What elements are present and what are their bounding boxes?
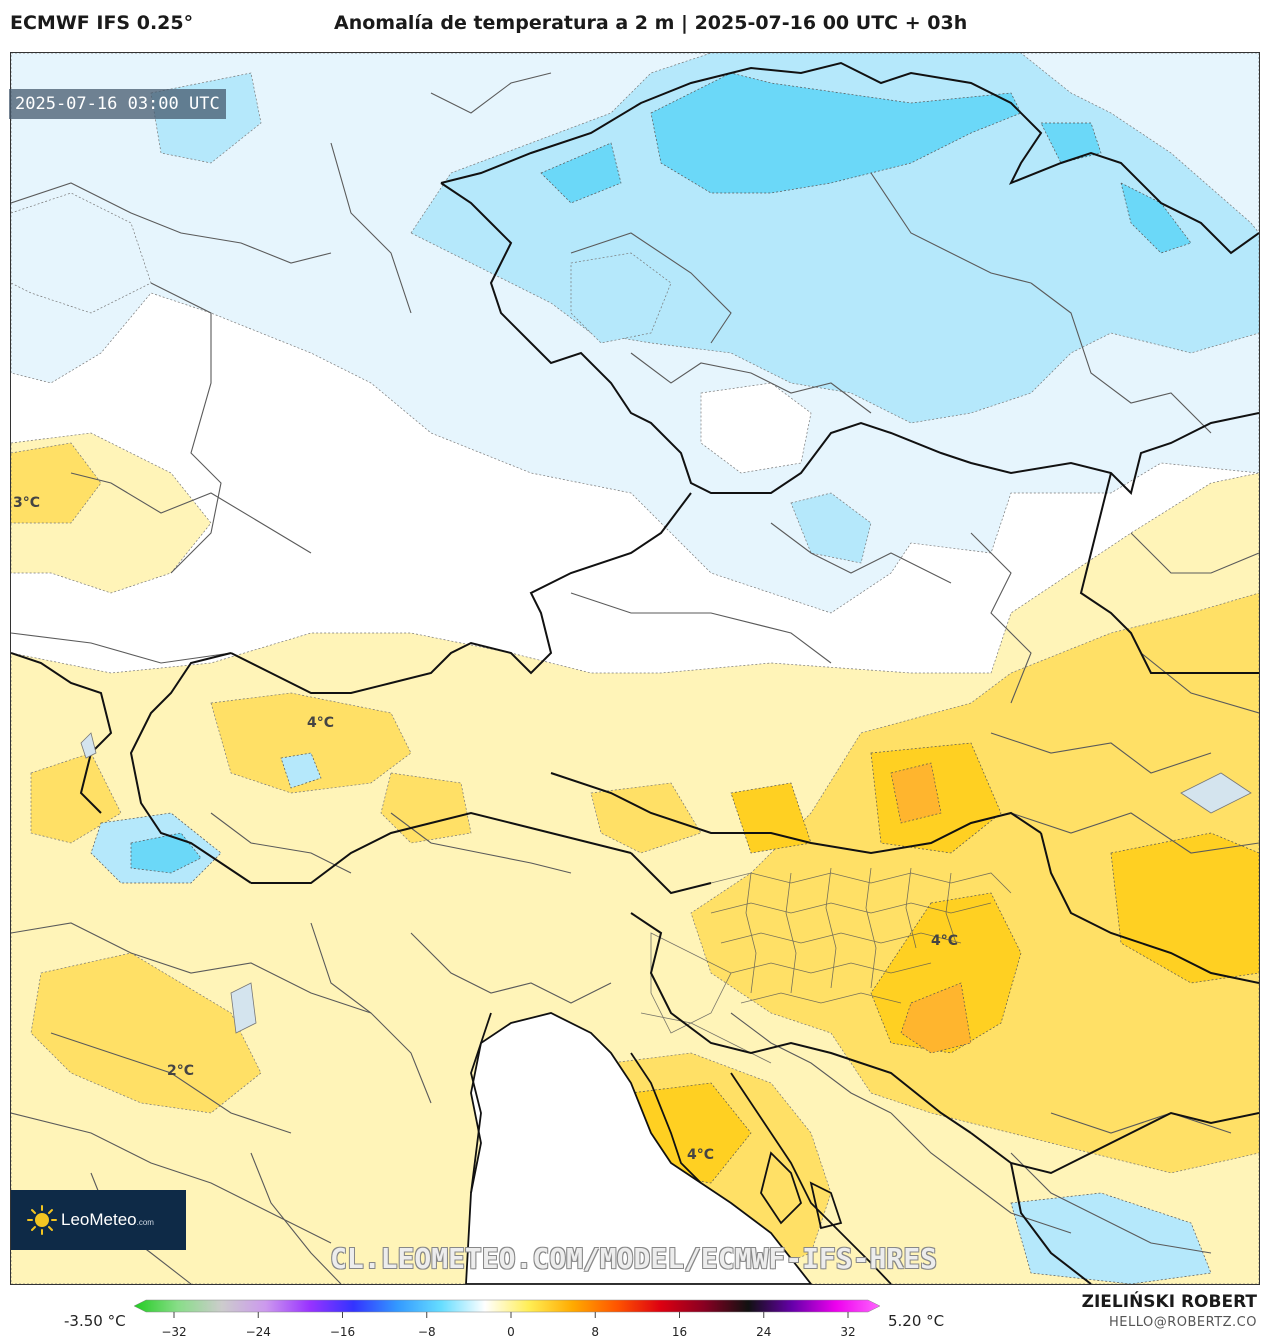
warm-peak-region <box>890 762 942 824</box>
sun-icon <box>27 1205 57 1235</box>
colorbar-tick-label: −8 <box>418 1325 436 1339</box>
colorbar-tick-label: −32 <box>161 1325 186 1339</box>
map-panel[interactable]: 3°C 4°C 4°C 2°C 4°C <box>10 52 1260 1285</box>
colorbar-gradient <box>133 1299 881 1313</box>
colorbar: −32 −24 −16 −8 0 8 16 24 32 <box>133 1299 881 1339</box>
map-title: Anomalía de temperatura a 2 m | 2025-07-… <box>334 12 968 34</box>
source-url-watermark: CL.LEOMETEO.COM/MODEL/ECMWF-IFS-HRES <box>330 1242 937 1275</box>
contour-label-4c-alps: 4°C <box>307 715 334 731</box>
lakes <box>80 732 1252 1034</box>
country-borders <box>11 61 1259 1284</box>
admin-boundaries <box>11 72 1259 1284</box>
colorbar-tick-label: 16 <box>672 1325 687 1339</box>
cold-strong-patch <box>650 72 1022 194</box>
warm-mid-region <box>690 592 1259 1174</box>
valid-time-badge: 2025-07-16 03:00 UTC <box>9 89 226 119</box>
colorbar-tick-label: 0 <box>507 1325 515 1339</box>
colorbar-tick-label: 24 <box>756 1325 771 1339</box>
leometeo-logo[interactable]: LeoMeteo.com <box>11 1190 186 1250</box>
logo-suffix: .com <box>136 1218 154 1227</box>
contour-label-3c: 3°C <box>13 495 40 511</box>
colorbar-tick-label: −16 <box>330 1325 355 1339</box>
anomaly-map: 3°C 4°C 4°C 2°C 4°C <box>11 53 1259 1284</box>
colorbar-tick-label: −24 <box>246 1325 271 1339</box>
author-name: ZIELIŃSKI ROBERT <box>1081 1292 1257 1312</box>
colorbar-ticks: −32 −24 −16 −8 0 8 16 24 32 <box>161 1312 856 1339</box>
colorbar-min-label: -3.50 °C <box>64 1312 126 1330</box>
municipal-grid <box>640 867 1012 1064</box>
contour-label-4c-istria: 4°C <box>687 1147 714 1163</box>
contour-label-2c: 2°C <box>167 1063 194 1079</box>
contour-label-4c-east: 4°C <box>931 933 958 949</box>
colorbar-tick-label: 32 <box>840 1325 855 1339</box>
coastline <box>470 1012 892 1284</box>
colorbar-tick-label: 8 <box>591 1325 599 1339</box>
logo-brand: LeoMeteo <box>61 1210 137 1229</box>
colorbar-max-label: 5.20 °C <box>888 1312 945 1330</box>
author-email[interactable]: HELLO@ROBERTZ.CO <box>1108 1315 1257 1330</box>
logo-text: LeoMeteo.com <box>61 1210 154 1230</box>
model-name: ECMWF IFS 0.25° <box>10 12 194 34</box>
adriatic-sea <box>465 1012 813 1284</box>
